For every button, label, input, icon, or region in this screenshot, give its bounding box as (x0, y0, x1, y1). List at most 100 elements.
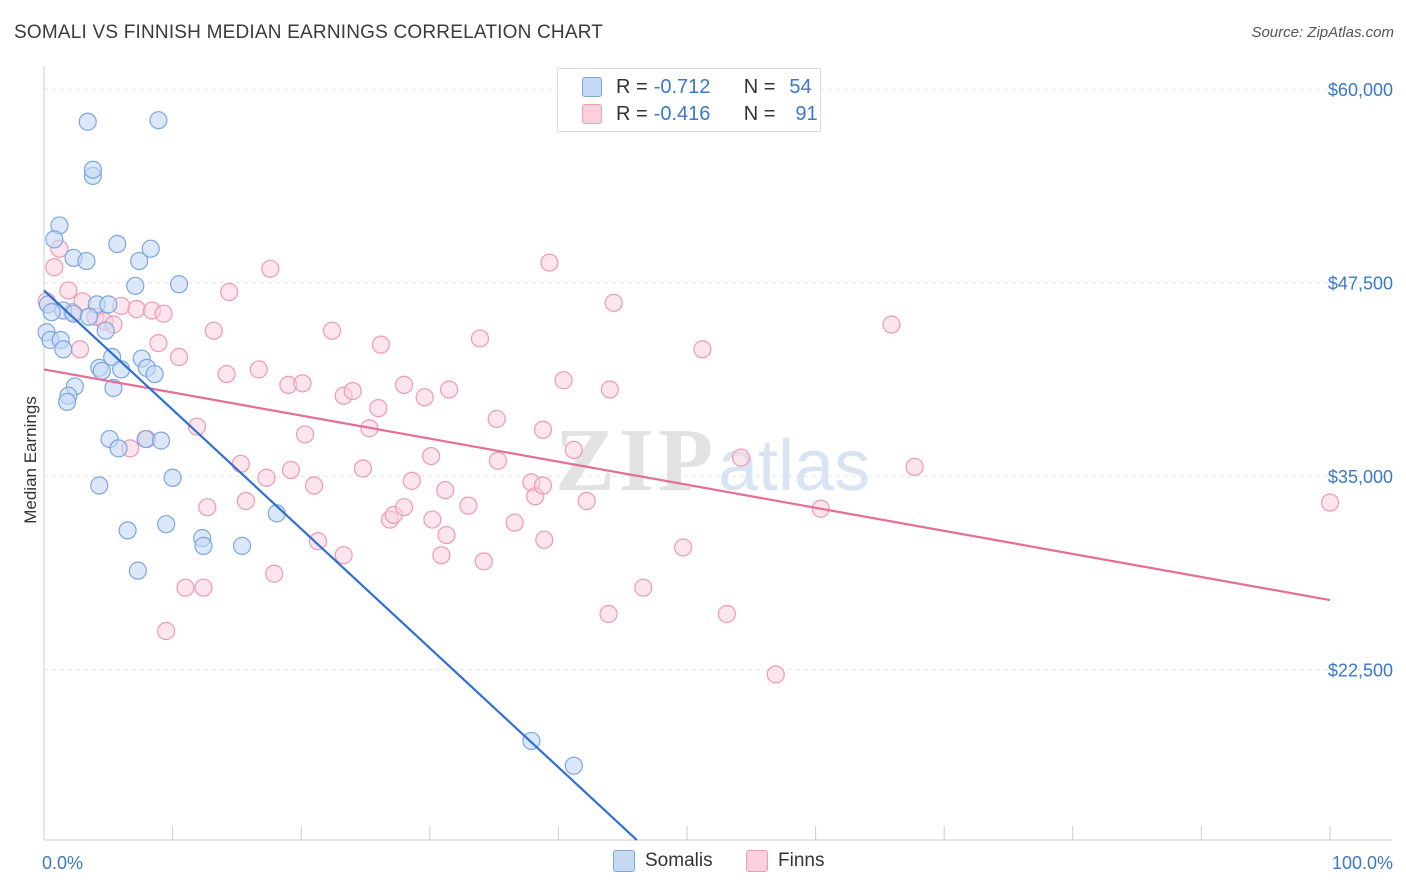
finns-point (249, 360, 268, 379)
somalis-trend-line (43, 289, 638, 841)
finns-point (322, 321, 342, 340)
finns-point (436, 481, 455, 500)
finns-point (194, 578, 213, 597)
finns-point (487, 409, 506, 429)
finns-point (308, 532, 328, 551)
finns-trend-line (43, 368, 1331, 602)
finns-point (731, 448, 751, 467)
correlation-legend: R = -0.712 N = 54 R = -0.416 N = 91 (557, 68, 821, 132)
finns-point (1320, 493, 1340, 512)
y-axis-label: Median Earnings (21, 396, 40, 524)
finns-legend-label: Finns (778, 850, 825, 871)
finns-point (154, 304, 173, 323)
somalis-point (232, 536, 252, 555)
finns-point (474, 552, 493, 571)
somalis-point (136, 429, 155, 449)
finns-point (423, 510, 442, 529)
n-label: N = (743, 102, 776, 125)
somalis-point (149, 111, 168, 130)
finns-point (169, 347, 189, 367)
finns-point (564, 440, 583, 460)
finns-point (540, 253, 559, 272)
chart-title: SOMALI VS FINNISH MEDIAN EARNINGS CORREL… (14, 22, 604, 43)
finns-point (176, 578, 195, 597)
somalis-point (78, 112, 97, 131)
x-tick-label: 100.0% (1332, 853, 1393, 873)
somalis-point (108, 234, 127, 254)
finns-point (281, 460, 301, 480)
finns-point (70, 340, 90, 359)
somalis-point (169, 275, 189, 294)
grid-layer (44, 88, 1392, 671)
finns-point (343, 381, 362, 401)
finns-point (470, 329, 490, 348)
legend-row-somalis: R = -0.712 N = 54 (582, 75, 812, 99)
finns-point (693, 340, 712, 359)
finns-point (304, 476, 324, 495)
somalis-point (99, 295, 118, 314)
somalis-point (109, 439, 128, 458)
finns-swatch (582, 104, 602, 124)
finns-point (157, 621, 176, 641)
somalis-point (564, 756, 583, 775)
y-tick-label: $60,000 (1328, 80, 1393, 100)
y-tick-label: $47,500 (1328, 274, 1393, 294)
somalis-swatch (613, 850, 635, 872)
somalis-point (58, 392, 77, 412)
finns-point (261, 259, 280, 278)
watermark: ZIP atlas (555, 411, 870, 510)
finns-point (577, 491, 596, 511)
finns-point (187, 417, 207, 436)
r-label: R = (616, 102, 648, 125)
finns-point (394, 498, 414, 517)
finns-point (45, 258, 64, 277)
finns-point (415, 388, 434, 407)
somalis-point (96, 321, 115, 340)
finns-point (459, 496, 478, 515)
somalis-point (79, 307, 99, 326)
finns-point (437, 525, 456, 545)
finns-point (353, 459, 373, 478)
finns-swatch (746, 850, 768, 872)
finns-point (236, 491, 256, 511)
finns-point (432, 546, 451, 565)
somalis-points (37, 111, 583, 775)
finns-point (402, 471, 421, 490)
somalis-point (157, 515, 176, 534)
finns-point (293, 374, 312, 393)
y-tick-label: $22,500 (1328, 661, 1393, 681)
finns-point (554, 371, 573, 390)
finns-point (533, 420, 553, 439)
finns-point (634, 578, 653, 597)
source-credit: Source: ZipAtlas.com (1251, 24, 1394, 41)
finns-point (533, 476, 553, 495)
finns-point (265, 564, 284, 583)
finns-point (604, 293, 623, 312)
somalis-point (130, 251, 149, 271)
somalis-point (118, 521, 137, 540)
finns-point (421, 446, 441, 466)
somalis-point (92, 361, 111, 381)
finns-point (674, 538, 693, 557)
finns-point (257, 468, 276, 487)
finns-point (535, 530, 554, 549)
finns-point (334, 546, 353, 565)
somalis-point (45, 230, 64, 249)
finns-point (220, 282, 239, 302)
finns-point (369, 399, 388, 418)
finns-point (371, 335, 391, 354)
finns-point (599, 604, 618, 624)
finns-point (505, 513, 524, 532)
axis-layer: $60,000 $47,500 $35,000 $22,500 0.0% 100.0% (42, 66, 1393, 873)
bottom-legend-somalis: Somalis (613, 850, 713, 872)
somalis-point (126, 276, 145, 295)
finns-point (394, 375, 414, 394)
finns-point (766, 665, 785, 684)
somalis-point (90, 476, 109, 495)
finns-point (905, 457, 924, 477)
trend-lines (43, 289, 1331, 841)
finns-point (295, 425, 315, 444)
somalis-point (141, 239, 160, 258)
finns-point (204, 321, 223, 340)
